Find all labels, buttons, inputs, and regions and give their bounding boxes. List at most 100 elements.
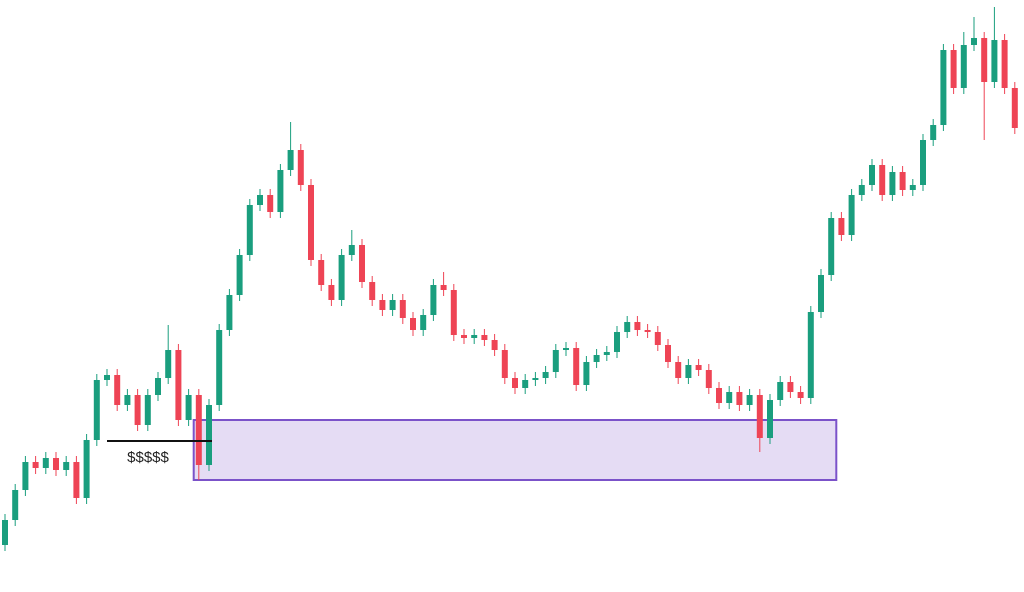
candle-body xyxy=(22,462,29,490)
candle-body xyxy=(114,375,121,405)
candle-body xyxy=(716,388,722,403)
candle-body xyxy=(297,150,304,185)
candle-body xyxy=(920,140,926,185)
candle-body xyxy=(1011,88,1018,128)
candle-body xyxy=(756,395,763,438)
candle-body xyxy=(257,195,263,205)
candle-body xyxy=(348,245,355,255)
candle-body xyxy=(277,170,284,212)
candle-body xyxy=(1001,40,1008,88)
candle-body xyxy=(134,395,141,425)
candle-body xyxy=(144,395,151,425)
candle-body xyxy=(767,400,773,438)
candle-body xyxy=(471,335,478,338)
candle-body xyxy=(644,330,651,332)
candle-body xyxy=(665,345,671,362)
candle-body xyxy=(53,458,59,470)
candle-body xyxy=(328,285,335,300)
candle-body xyxy=(185,395,192,420)
candle-body xyxy=(389,300,396,310)
candle-body xyxy=(797,392,804,398)
candle-body xyxy=(338,255,345,300)
candle-body xyxy=(481,335,488,340)
candle-body xyxy=(379,300,386,310)
candle-body xyxy=(420,315,427,330)
candle-body xyxy=(971,38,977,45)
candle-body xyxy=(63,462,70,470)
candle-body xyxy=(879,165,886,195)
candle-body xyxy=(32,462,39,468)
candle-body xyxy=(746,395,753,405)
candle-body xyxy=(83,440,90,498)
candle-body xyxy=(93,380,100,440)
candle-body xyxy=(2,520,8,545)
candle-body xyxy=(685,365,692,378)
candle-body xyxy=(226,295,233,330)
candle-body xyxy=(42,458,49,468)
candle-body xyxy=(614,332,620,352)
candle-body xyxy=(532,378,539,380)
candle-body xyxy=(593,355,600,362)
candle-body xyxy=(12,490,19,520)
candle-body xyxy=(450,290,457,335)
candle-body xyxy=(858,185,865,195)
candle-body xyxy=(206,405,212,465)
candle-body xyxy=(726,392,733,403)
candle-body xyxy=(318,260,325,285)
candle-body xyxy=(695,365,702,370)
candle-body xyxy=(736,392,743,405)
candle-body xyxy=(124,395,131,405)
candle-body xyxy=(818,275,824,312)
candle-body xyxy=(410,318,416,330)
candle-body xyxy=(287,150,294,170)
candle-body xyxy=(654,332,661,345)
candle-body xyxy=(634,322,641,330)
candle-body xyxy=(236,255,243,295)
candle-body xyxy=(940,50,947,125)
candle-body xyxy=(461,335,467,338)
candle-body xyxy=(828,218,835,275)
candle-body xyxy=(899,172,906,190)
candle-body xyxy=(981,38,988,82)
candle-body xyxy=(583,362,590,385)
candle-body xyxy=(73,462,80,498)
candle-body xyxy=(869,165,875,185)
candle-body xyxy=(909,185,916,190)
candle-body xyxy=(787,382,794,392)
candle-body xyxy=(991,40,998,82)
candle-body xyxy=(930,125,937,140)
candle-body xyxy=(522,380,529,388)
candle-body xyxy=(491,340,498,350)
candle-body xyxy=(246,205,253,255)
candle-body xyxy=(399,300,406,318)
candle-body xyxy=(552,350,559,372)
candle-body xyxy=(430,285,437,315)
candle-body xyxy=(563,348,569,350)
candle-body xyxy=(838,218,845,235)
candle-body xyxy=(960,45,967,88)
candle-body xyxy=(542,372,549,378)
candle-body xyxy=(165,350,172,378)
candle-body xyxy=(950,50,957,88)
candle-body xyxy=(359,245,365,282)
candle-body xyxy=(155,378,161,395)
candle-body xyxy=(512,378,518,388)
candle-body xyxy=(267,195,274,212)
candle-body xyxy=(175,350,182,420)
candle-body xyxy=(624,322,631,332)
candle-body xyxy=(440,285,447,290)
candle-body xyxy=(848,195,855,235)
candle-body xyxy=(573,348,580,385)
candle-body xyxy=(369,282,376,300)
candle-body xyxy=(705,370,712,388)
candle-body xyxy=(104,375,110,380)
candle-body xyxy=(195,395,202,465)
candle-body xyxy=(777,382,784,400)
candle-body xyxy=(807,312,814,398)
candle-body xyxy=(675,362,682,378)
liquidity-label: $$$$$ xyxy=(127,449,169,466)
candle-body xyxy=(501,350,508,378)
candle-body xyxy=(889,172,896,195)
candle-body xyxy=(216,330,223,405)
candle-body xyxy=(603,352,610,355)
